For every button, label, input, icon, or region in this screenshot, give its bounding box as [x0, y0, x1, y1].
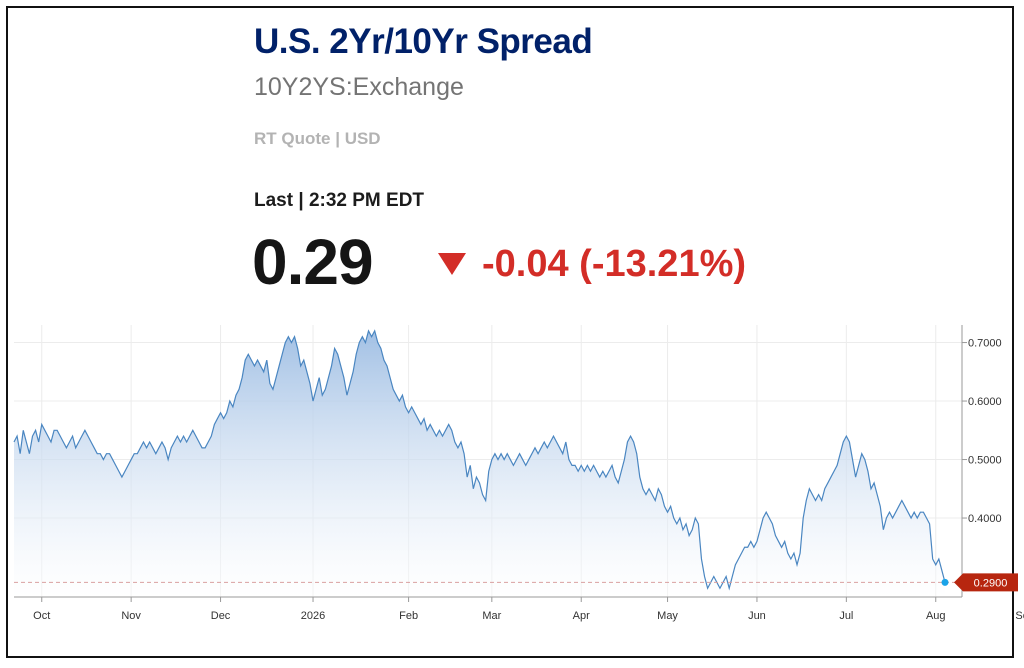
quote-info: RT Quote | USD — [254, 129, 381, 148]
current-value-badge: 0.2900 — [954, 573, 1018, 592]
symbol-label: 10Y2YS:Exchange — [254, 73, 464, 101]
price-change: -0.04 (-13.21%) — [482, 243, 747, 285]
badge-shape — [954, 573, 1018, 592]
x-tick-label: Sep — [1015, 610, 1024, 622]
last-updated: Last | 2:32 PM EDT — [254, 190, 425, 211]
y-axis-ticks: 0.7000 0.6000 0.5000 0.4000 — [962, 338, 1002, 525]
x-tick-label: Nov — [121, 610, 141, 622]
current-value-label: 0.2900 — [974, 577, 1008, 589]
x-tick-label: 2026 — [301, 610, 325, 622]
y-tick-label: 0.5000 — [968, 455, 1002, 467]
x-tick-label: Jul — [839, 610, 853, 622]
y-tick-label: 0.4000 — [968, 513, 1002, 525]
page-title: U.S. 2Yr/10Yr Spread — [254, 22, 593, 61]
x-axis-ticks: Oct Nov Dec 2026 Feb Mar Apr May Jun Jul Aug Sep — [33, 597, 1024, 622]
area-fill — [14, 330, 945, 597]
down-arrow-icon — [438, 253, 466, 275]
x-tick-label: Feb — [399, 610, 418, 622]
y-tick-label: 0.6000 — [968, 396, 1002, 408]
x-tick-label: Aug — [926, 610, 946, 622]
y-tick-label: 0.7000 — [968, 338, 1002, 350]
series-line — [13, 329, 946, 591]
x-tick-label: Dec — [211, 610, 231, 622]
x-tick-label: Oct — [33, 610, 50, 622]
last-price: 0.29 — [252, 226, 374, 298]
x-tick-label: Mar — [482, 610, 501, 622]
x-tick-label: May — [657, 610, 678, 622]
current-value-dot — [941, 578, 949, 586]
x-tick-label: Apr — [573, 610, 590, 622]
x-tick-label: Jun — [748, 610, 766, 622]
